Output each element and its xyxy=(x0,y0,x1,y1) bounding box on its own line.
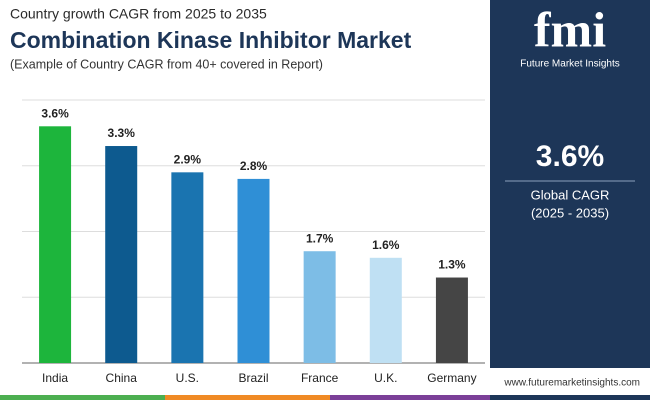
kicker: Country growth CAGR from 2025 to 2035 xyxy=(10,6,267,22)
bar xyxy=(105,146,138,363)
x-tick-label: U.S. xyxy=(176,371,199,385)
x-tick-label: France xyxy=(301,371,339,385)
x-tick-label: Germany xyxy=(427,371,476,385)
value-label: 3.3% xyxy=(108,126,136,140)
value-label: 3.6% xyxy=(41,106,69,120)
value-label: 1.3% xyxy=(438,258,466,272)
strip xyxy=(330,395,490,400)
x-tick-label: Brazil xyxy=(238,371,268,385)
value-label: 1.6% xyxy=(372,238,400,252)
bar xyxy=(171,172,204,363)
strip xyxy=(490,395,650,400)
strip xyxy=(165,395,330,400)
highlight-value: 3.6% xyxy=(536,140,604,173)
x-tick-label: U.K. xyxy=(374,371,397,385)
website: www.futuremarketinsights.com xyxy=(503,378,640,389)
x-tick-label: India xyxy=(42,371,68,385)
note: (Example of Country CAGR from 40+ covere… xyxy=(10,57,323,71)
logo: fmi xyxy=(534,1,606,57)
strip xyxy=(0,395,165,400)
side-panel xyxy=(490,0,650,368)
value-label: 2.9% xyxy=(174,152,202,166)
bar xyxy=(237,178,270,363)
value-label: 2.8% xyxy=(240,159,268,173)
highlight-label: Global CAGR xyxy=(531,187,610,202)
bar xyxy=(435,277,468,363)
bar xyxy=(39,126,72,363)
x-tick-label: China xyxy=(106,371,138,385)
title: Combination Kinase Inhibitor Market xyxy=(10,27,412,53)
highlight-period: (2025 - 2035) xyxy=(531,205,609,220)
brand-name: Future Market Insights xyxy=(520,59,619,70)
bar xyxy=(369,257,402,363)
value-label: 1.7% xyxy=(306,231,334,245)
bar xyxy=(303,251,336,363)
